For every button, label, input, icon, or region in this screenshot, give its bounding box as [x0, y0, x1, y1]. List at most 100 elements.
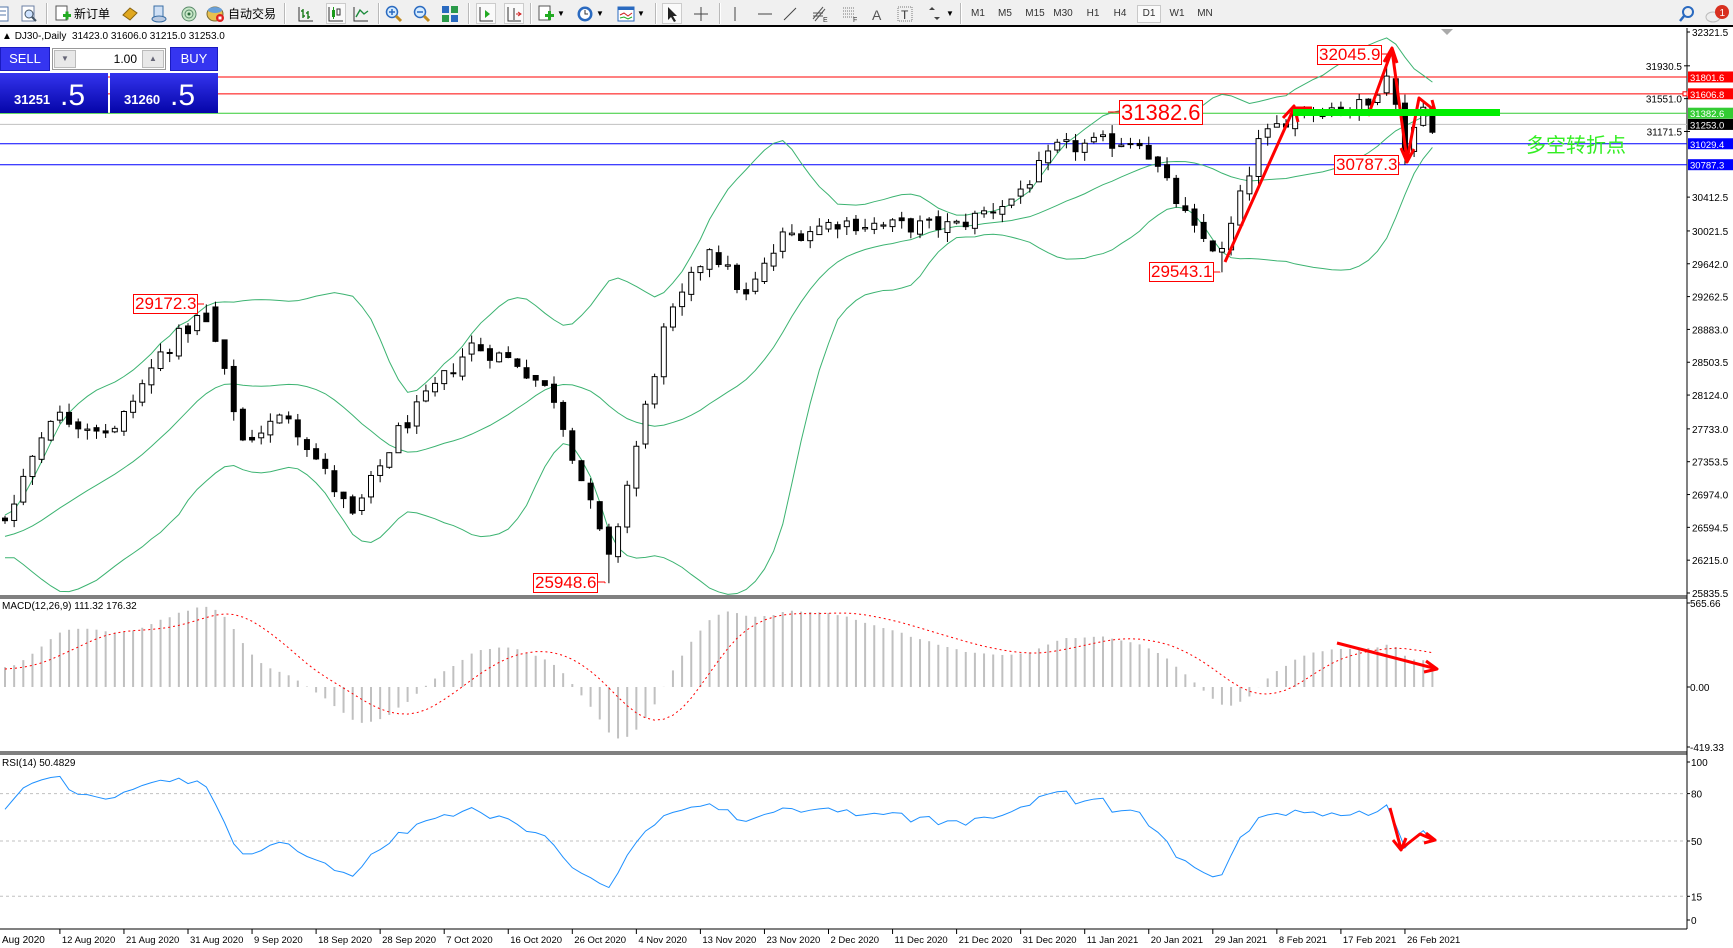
- trendline-icon[interactable]: [781, 3, 799, 24]
- indicators-icon[interactable]: ▼: [537, 3, 565, 24]
- new-order-button[interactable]: 新订单: [54, 3, 110, 24]
- text-label-icon[interactable]: T: [896, 3, 914, 24]
- price-axis-label: 30412.5: [1692, 193, 1729, 204]
- price-axis-label: 30021.5: [1692, 227, 1729, 238]
- candle: [1264, 123, 1271, 146]
- search-icon[interactable]: [1678, 3, 1696, 24]
- candle-body: [981, 210, 988, 215]
- candle-body: [560, 401, 567, 430]
- candle-body: [404, 422, 411, 429]
- candle-body: [1008, 198, 1015, 206]
- macd-axis-label: 565.66: [1690, 599, 1721, 610]
- candle-body: [1118, 144, 1125, 148]
- horizontal-line-icon[interactable]: [756, 3, 774, 24]
- periods-icon[interactable]: ▼: [576, 3, 604, 24]
- candle-body: [358, 497, 365, 512]
- candle-body: [697, 266, 704, 274]
- candle-body: [303, 439, 310, 451]
- toolbar-separator: [960, 3, 962, 24]
- lot-decrease-button[interactable]: ▼: [54, 50, 76, 68]
- price-axis-label: 26974.0: [1692, 491, 1729, 502]
- tile-windows-icon[interactable]: [441, 3, 459, 24]
- buy-price-box[interactable]: 31260 .5: [110, 73, 218, 113]
- date-label: 31 Dec 2020: [1023, 935, 1077, 946]
- price-tag: [1688, 71, 1733, 83]
- chevron-down-icon[interactable]: ▼: [946, 9, 954, 18]
- rsi-axis-label: 50: [1691, 837, 1703, 848]
- vertical-line-icon[interactable]: [726, 3, 744, 24]
- candle-body: [505, 352, 512, 359]
- candle-body: [477, 344, 484, 352]
- chevron-down-icon[interactable]: ▼: [557, 9, 565, 18]
- line-chart-icon[interactable]: [352, 3, 370, 24]
- lot-size-input[interactable]: ▼ 1.00 ▲: [52, 48, 166, 70]
- terminal-icon[interactable]: [180, 3, 198, 24]
- candle-body: [935, 216, 942, 231]
- chevron-down-icon[interactable]: ▼: [596, 9, 604, 18]
- candle: [1017, 180, 1024, 204]
- candle: [779, 227, 786, 259]
- templates-icon[interactable]: ▼: [617, 3, 645, 24]
- zoom-in-icon[interactable]: [385, 3, 403, 24]
- chart-shift-icon[interactable]: [504, 3, 524, 24]
- candle-body: [66, 411, 73, 425]
- candle: [377, 459, 384, 483]
- market-watch-icon[interactable]: [121, 3, 139, 24]
- red-arrowhead: [1281, 104, 1300, 123]
- timeframe-h4[interactable]: H4: [1113, 8, 1127, 19]
- candle: [1081, 139, 1088, 161]
- candle: [395, 422, 402, 454]
- timeframe-w1[interactable]: W1: [1169, 8, 1185, 19]
- auto-scroll-icon[interactable]: [476, 3, 496, 24]
- candle-body: [239, 408, 246, 441]
- price-axis-label: 28883.0: [1692, 325, 1729, 336]
- toolbar-separator: [46, 3, 48, 24]
- zoom-out-icon[interactable]: [413, 3, 431, 24]
- candle-body: [999, 205, 1006, 215]
- fibonacci-fan-icon[interactable]: F: [841, 3, 859, 24]
- timeframe-m1[interactable]: M1: [971, 8, 985, 19]
- candle-body: [990, 211, 997, 214]
- timeframe-m5[interactable]: M5: [998, 8, 1012, 19]
- candle-body: [889, 219, 896, 228]
- price-axis-label: 29262.5: [1692, 293, 1729, 304]
- candle-body: [349, 496, 356, 514]
- candle-body: [432, 382, 439, 393]
- candle-body: [422, 390, 429, 402]
- fibonacci-expansion-icon[interactable]: E: [811, 3, 829, 24]
- buy-button[interactable]: BUY: [170, 47, 218, 71]
- text-icon[interactable]: A: [868, 3, 886, 24]
- new-chart-icon[interactable]: [0, 3, 10, 24]
- sell-button[interactable]: SELL: [0, 47, 50, 71]
- toolbar-separator: [284, 3, 286, 24]
- lot-increase-button[interactable]: ▲: [142, 50, 164, 68]
- date-label: Aug 2020: [2, 935, 45, 946]
- timeframe-mn[interactable]: MN: [1197, 8, 1213, 19]
- candle-body: [587, 482, 594, 501]
- candle-body: [907, 218, 914, 233]
- navigator-icon[interactable]: [150, 3, 168, 24]
- chevron-down-icon[interactable]: ▼: [637, 9, 645, 18]
- notifications-icon[interactable]: 1: [1704, 3, 1732, 24]
- timeframe-d1[interactable]: D1: [1137, 5, 1161, 23]
- bar-chart-icon[interactable]: [297, 3, 315, 24]
- auto-trading-label: 自动交易: [228, 7, 277, 21]
- candle-body: [1072, 140, 1079, 153]
- cursor-icon[interactable]: [662, 3, 682, 24]
- print-preview-icon[interactable]: [20, 3, 38, 24]
- timeframe-m15[interactable]: M15: [1025, 8, 1045, 19]
- date-label: 8 Feb 2021: [1279, 935, 1327, 946]
- timeframe-m30[interactable]: M30: [1053, 8, 1073, 19]
- candlestick-chart-icon[interactable]: [326, 3, 346, 24]
- candle: [706, 248, 713, 278]
- red-divergence-arrow: [1336, 641, 1439, 674]
- candle: [66, 403, 73, 428]
- arrows-icon[interactable]: ▼: [926, 3, 954, 24]
- timeframe-h1[interactable]: H1: [1086, 8, 1100, 19]
- sell-price-box[interactable]: 31251 .5: [0, 73, 108, 113]
- auto-trading-button[interactable]: 自动交易: [206, 3, 276, 24]
- candle-body: [660, 326, 667, 378]
- candle: [615, 523, 622, 563]
- crosshair-icon[interactable]: [692, 3, 710, 24]
